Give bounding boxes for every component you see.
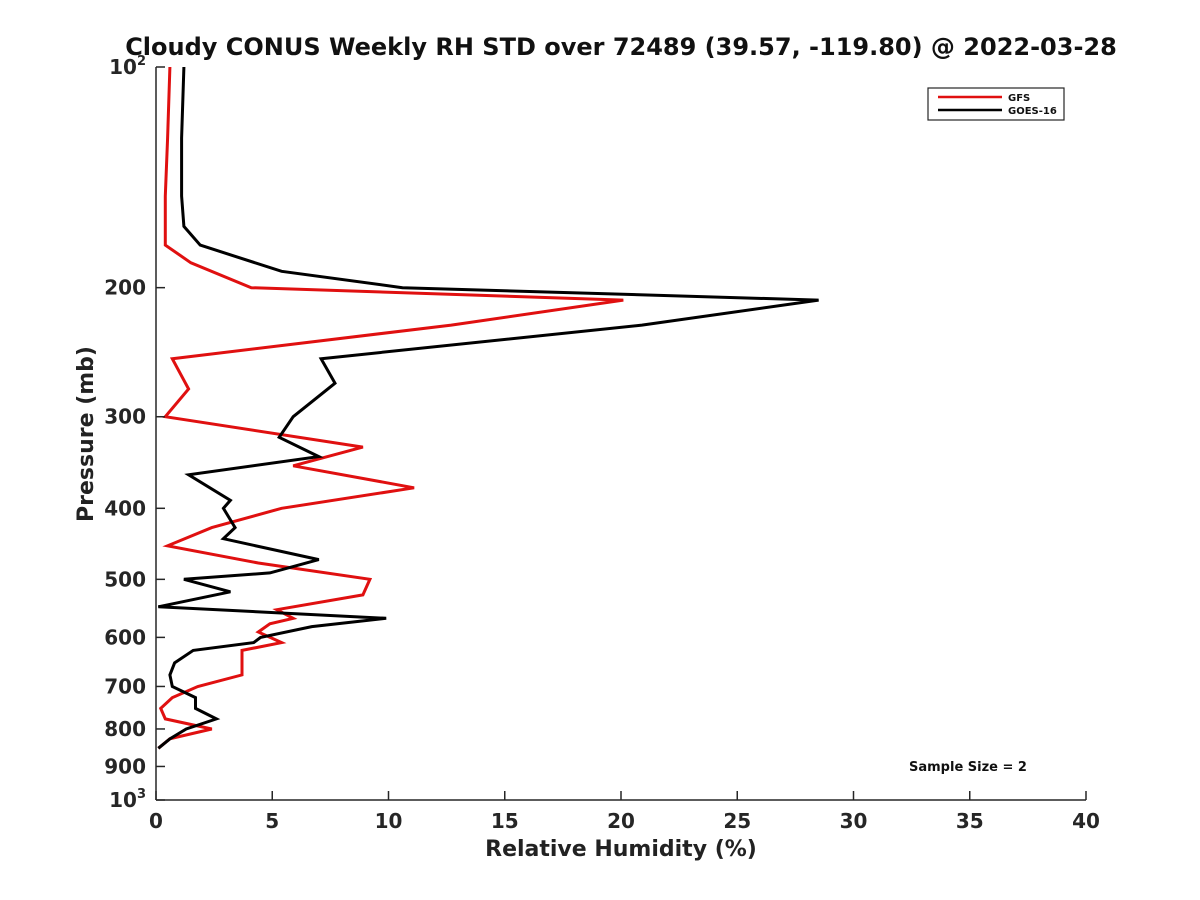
legend-label-gfs: GFS (1008, 93, 1030, 104)
x-tick-label: 0 (149, 809, 163, 833)
y-tick-label: 102 (109, 54, 146, 79)
legend-label-goes16: GOES-16 (1008, 106, 1057, 117)
y-tick-label: 700 (104, 674, 146, 698)
x-tick-label: 25 (723, 809, 751, 833)
legend-box (927, 87, 1065, 121)
y-axis-ticks: 102 200 300 400 500 600 700 800 900 103 (104, 54, 165, 812)
x-tick-label: 10 (375, 809, 403, 833)
y-tick-label: 600 (104, 625, 146, 649)
y-tick-label: 900 (104, 754, 146, 778)
plot-area (156, 67, 1086, 800)
series-line-goes-16 (157, 66, 819, 750)
y-tick-label: 200 (104, 276, 146, 300)
series-layer (157, 66, 819, 750)
y-tick-label: 800 (104, 717, 146, 741)
y-tick-label: 300 (104, 405, 146, 429)
y-tick-label: 103 (109, 787, 146, 812)
chart-title: Cloudy CONUS Weekly RH STD over 72489 (3… (125, 33, 1117, 61)
x-tick-label: 40 (1072, 809, 1100, 833)
series-line-gfs (157, 66, 624, 750)
sample-size-annotation: Sample Size = 2 (909, 760, 1027, 775)
x-axis-ticks: 0 5 10 15 20 25 30 35 40 (149, 791, 1100, 833)
x-tick-label: 35 (956, 809, 984, 833)
y-tick-label: 400 (104, 496, 146, 520)
y-axis-label: Pressure (mb) (74, 346, 99, 522)
y-tick-label: 500 (104, 567, 146, 591)
x-tick-label: 20 (607, 809, 635, 833)
legend: GFS GOES-16 (927, 87, 1065, 121)
x-tick-label: 15 (491, 809, 519, 833)
x-tick-label: 30 (840, 809, 868, 833)
x-tick-label: 5 (265, 809, 279, 833)
x-axis-label: Relative Humidity (%) (485, 837, 757, 862)
